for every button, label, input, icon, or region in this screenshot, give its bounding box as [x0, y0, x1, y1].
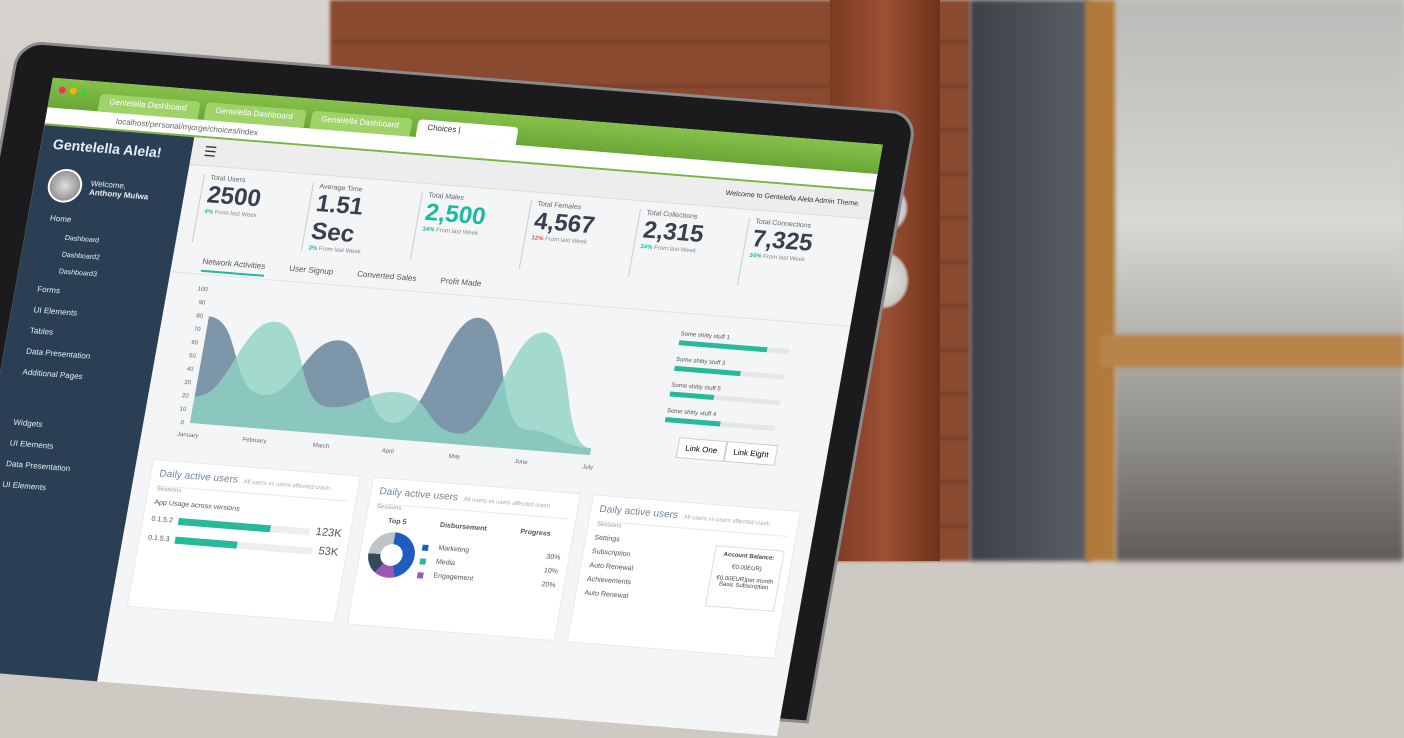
main-content: ☰ Welcome to Gentelella Alela Admin Them…: [97, 137, 875, 736]
progress-item: Some shitty stuff 4: [664, 408, 777, 431]
chart-tab[interactable]: Network Activities: [200, 252, 267, 277]
x-tick-label: May: [448, 454, 460, 461]
usage-value: 53K: [317, 545, 340, 559]
link-eight-button[interactable]: Link Eight: [723, 441, 779, 466]
y-tick-label: 30: [184, 380, 192, 386]
app-usage-panel: Daily active users All users vs users aff…: [126, 458, 362, 624]
menu-toggle-icon[interactable]: ☰: [202, 143, 219, 160]
x-tick-label: January: [176, 432, 198, 440]
y-tick-label: 40: [186, 367, 194, 373]
avatar: [44, 167, 85, 204]
laptop: Gentelella Dashboard Gentelella Dashboar…: [0, 40, 919, 737]
tile-value: 1.51 Sec: [309, 190, 366, 248]
shelf: [1100, 335, 1404, 367]
user-name: Anthony Mulwa: [88, 187, 150, 202]
area-chart: January February March April May June July 0 10 2…: [176, 286, 594, 471]
settings-item[interactable]: Auto Renewal: [588, 562, 634, 573]
y-tick-label: 0: [180, 420, 185, 426]
donut-chart: [364, 530, 419, 580]
usage-bar: [178, 517, 311, 535]
background-room: [1115, 0, 1404, 561]
link-one-button[interactable]: Link One: [675, 437, 728, 462]
progress-item: Some shitty stuff 5: [669, 383, 781, 406]
stat-tile: Total Collections 2,315 34% From last Week: [627, 209, 744, 286]
progress-fill: [664, 417, 721, 427]
x-tick-label: July: [582, 464, 594, 471]
progress-list: Some shitty stuff 1 Some shitty stuff 3 So…: [663, 331, 791, 442]
usage-value: 123K: [314, 526, 343, 540]
panel-title: Daily active users: [378, 486, 459, 504]
y-tick-label: 20: [181, 393, 189, 399]
change-percent: 34%: [421, 226, 435, 234]
stat-tile: Total Males 2,500 34% From last Week: [409, 191, 526, 268]
col-header: Progress: [519, 528, 552, 538]
y-tick-label: 10: [179, 407, 187, 413]
account-title: Account Balance:: [723, 551, 775, 562]
settings-item[interactable]: Auto Renewal: [583, 589, 629, 601]
stat-tile: Total Users 2500 4% From last Week: [191, 173, 308, 251]
panel-title: Daily active users: [158, 468, 239, 486]
panel-subtitle: All users vs users affected crash: [683, 514, 771, 528]
change-percent: 4%: [203, 209, 214, 216]
settings-panel: Daily active users All users vs users aff…: [566, 494, 802, 659]
legend-swatch: [421, 544, 429, 551]
change-percent: 12%: [530, 235, 544, 243]
account-balance: Account Balance: €0.00EUR) €0.00EUR)per …: [705, 545, 785, 612]
y-tick-label: 90: [198, 300, 206, 306]
top5-panel: Daily active users All users vs users aff…: [346, 476, 582, 642]
laptop-screen: Gentelella Dashboard Gentelella Dashboar…: [0, 77, 883, 737]
settings-item[interactable]: Settings: [593, 534, 621, 544]
y-tick-label: 50: [188, 353, 196, 359]
legend-value: 20%: [540, 581, 557, 590]
legend-label: Engagement: [432, 572, 474, 583]
progress-item: Some shitty stuff 1: [678, 331, 791, 354]
chart-tab[interactable]: Profit Made: [439, 276, 483, 289]
stat-tile: Total Females 4,567 12% From last Week: [518, 200, 635, 277]
x-tick-label: April: [381, 448, 394, 455]
chart-tab[interactable]: Converted Sales: [356, 269, 418, 283]
version-label: 0.1.5.3: [147, 534, 171, 543]
legend-swatch: [416, 571, 424, 579]
chart-tab[interactable]: User Signup: [288, 263, 335, 277]
usage-bar-fill: [174, 536, 238, 549]
change-percent: 3%: [307, 245, 318, 253]
settings-item[interactable]: Achievements: [586, 575, 632, 587]
x-tick-label: February: [242, 437, 267, 445]
panel-subtitle: All users vs users affected crash: [243, 479, 331, 493]
legend-value: 30%: [545, 553, 561, 562]
settings-item[interactable]: Subscription: [591, 548, 632, 559]
shelf-post: [1085, 0, 1115, 561]
legend-value: 10%: [543, 567, 559, 576]
change-percent: 34%: [748, 252, 762, 260]
stat-tile: Average Time 1.51 Sec 3% From last Week: [300, 182, 417, 260]
col-header: Disbursement: [439, 521, 488, 533]
y-tick-label: 60: [191, 340, 199, 346]
stat-tile: Total Connections 7,325 34% From last Week: [736, 217, 853, 295]
change-percent: 34%: [639, 244, 653, 251]
legend-label: Marketing: [437, 544, 470, 555]
legend-swatch: [419, 557, 427, 565]
y-tick-label: 80: [196, 313, 204, 319]
background-doorway: [970, 0, 1090, 561]
progress-item: Some shitty stuff 3: [673, 357, 786, 380]
x-tick-label: June: [514, 459, 529, 466]
network-activity-chart: January February March April May June July 0 10 2…: [156, 277, 834, 497]
legend-item: Engagement 20%: [416, 571, 557, 590]
y-tick-label: 100: [197, 286, 209, 293]
panel-subtitle: All users vs users affected crash: [463, 496, 551, 510]
col-header: Top 5: [387, 517, 407, 527]
usage-bar: [174, 536, 314, 555]
usage-bar-fill: [178, 517, 272, 532]
progress-fill: [669, 391, 715, 400]
balance: €0.00EUR): [731, 564, 763, 573]
version-label: 0.1.5.2: [150, 515, 174, 524]
y-tick-label: 70: [193, 327, 201, 333]
x-tick-label: March: [312, 443, 330, 450]
welcome-text: Welcome to Gentelella Alela Admin Theme.: [724, 189, 861, 208]
panel-title: Daily active users: [598, 503, 679, 522]
series-light-area: [189, 321, 592, 456]
